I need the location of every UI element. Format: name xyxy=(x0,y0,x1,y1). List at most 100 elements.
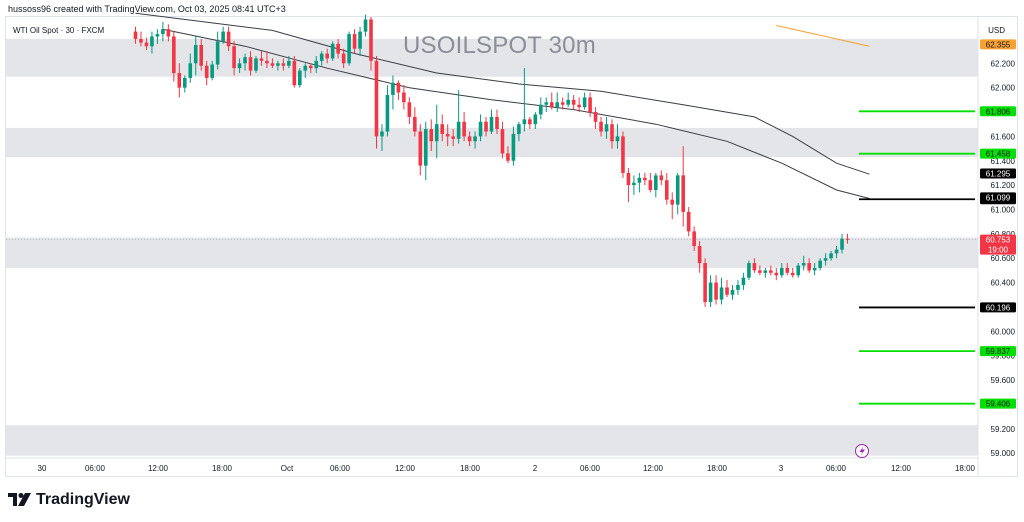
candle xyxy=(473,131,477,149)
candle-body xyxy=(511,133,516,161)
candle xyxy=(347,31,351,66)
tradingview-logo[interactable]: TradingView xyxy=(8,490,130,510)
level-price-tag-bg xyxy=(980,106,1016,117)
time-axis-tick-label: 12:00 xyxy=(148,464,169,473)
symbol-legend: WTI Oil Spot · 30 · FXCM xyxy=(13,26,105,35)
candle-body xyxy=(708,282,713,303)
candle-body xyxy=(500,129,505,154)
candle-body xyxy=(834,249,839,254)
candle xyxy=(812,263,817,276)
candle xyxy=(407,97,412,125)
candle xyxy=(790,267,795,278)
candle-body xyxy=(445,133,450,137)
candle-body xyxy=(648,180,653,190)
candle xyxy=(829,250,833,261)
level-price-tag: 59.406 xyxy=(980,398,1016,409)
candle xyxy=(462,112,466,142)
candle xyxy=(423,121,428,181)
candle-body xyxy=(215,41,220,65)
candle xyxy=(577,97,581,113)
level-price-tag-text: 59.406 xyxy=(986,400,1011,409)
candle-body xyxy=(276,63,280,66)
candle-body xyxy=(533,114,538,125)
price-axis-tick-label: 61.400 xyxy=(991,157,1016,166)
candle-body xyxy=(369,19,373,61)
candle-body xyxy=(593,112,598,122)
candle-body xyxy=(577,104,581,108)
candle-body xyxy=(232,46,236,69)
candle-body xyxy=(303,65,308,71)
time-axis-tick-label: 06:00 xyxy=(85,464,106,473)
candle-body xyxy=(139,38,143,43)
price-axis-tick-label: 59.800 xyxy=(991,352,1016,361)
candle xyxy=(440,114,445,142)
level-price-tag: 59.837 xyxy=(980,346,1016,357)
candle xyxy=(632,175,636,195)
candle xyxy=(555,92,560,113)
supply-demand-zone xyxy=(6,38,978,77)
candle-body xyxy=(801,263,806,266)
candle-body xyxy=(571,99,576,105)
candle-body xyxy=(161,29,165,35)
candle xyxy=(500,121,505,159)
lightning-icon[interactable] xyxy=(855,444,869,458)
candle-body xyxy=(812,267,817,271)
candle xyxy=(484,116,488,137)
candle xyxy=(226,26,231,52)
candle-body xyxy=(456,121,461,139)
candle xyxy=(363,14,368,37)
candle xyxy=(380,124,384,152)
candle xyxy=(615,124,620,149)
candle xyxy=(621,131,625,178)
candle xyxy=(801,255,806,271)
candle xyxy=(369,17,373,71)
candle xyxy=(692,226,696,251)
candle-body xyxy=(741,277,746,286)
time-axis-tick-label: 18:00 xyxy=(955,464,976,473)
candle xyxy=(675,172,680,215)
candle xyxy=(747,260,751,281)
candle xyxy=(626,168,631,203)
time-axis-tick-label: 18:00 xyxy=(707,464,728,473)
candle-body xyxy=(522,119,527,125)
candle xyxy=(133,26,138,44)
candle xyxy=(270,58,275,69)
candle xyxy=(402,85,406,110)
candle-body xyxy=(172,36,176,74)
candle-body xyxy=(664,180,669,200)
candle-body xyxy=(254,58,258,71)
candle xyxy=(314,55,319,74)
candle xyxy=(796,263,801,278)
candle xyxy=(593,107,598,130)
candle xyxy=(221,26,225,44)
candle-body xyxy=(413,116,417,132)
candle-body xyxy=(659,175,664,181)
candle xyxy=(664,172,669,205)
candle xyxy=(708,275,713,307)
candle xyxy=(714,275,718,305)
candle-body xyxy=(363,19,368,32)
candle xyxy=(341,48,346,69)
candle xyxy=(818,258,822,271)
candle xyxy=(610,119,614,149)
candle-body xyxy=(549,102,554,108)
candle-body xyxy=(560,102,565,105)
candle-body xyxy=(407,102,412,117)
candle-body xyxy=(380,131,384,137)
candle xyxy=(144,37,149,50)
candle-body xyxy=(747,263,751,278)
level-price-tag-text: 59.837 xyxy=(986,347,1011,356)
candle xyxy=(215,31,220,70)
ma-price-tag: 61.295 xyxy=(980,168,1016,179)
candle xyxy=(834,246,839,259)
candle xyxy=(172,31,176,82)
moving-average-line xyxy=(135,12,870,175)
candle-body xyxy=(188,63,193,78)
candle-body xyxy=(319,53,324,61)
candle-body xyxy=(199,45,204,66)
lightning-icon-bolt xyxy=(859,446,865,456)
candle xyxy=(774,267,779,281)
time-axis-tick-label: 30 xyxy=(38,464,47,473)
candle xyxy=(823,253,828,266)
